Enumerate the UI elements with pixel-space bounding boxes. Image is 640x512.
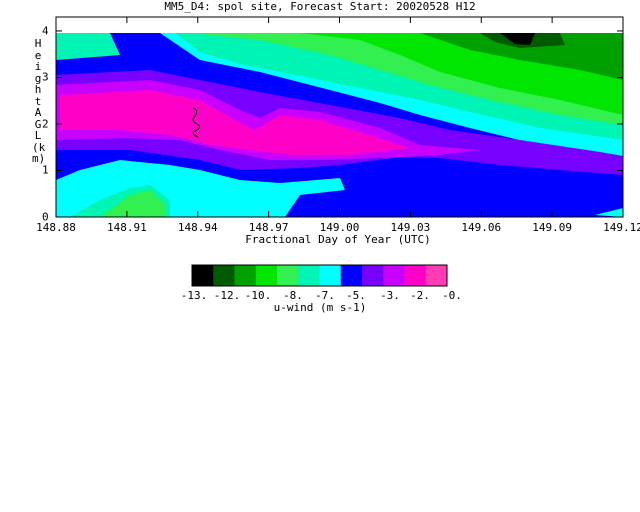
colorbar-title: u-wind (m s-1) (273, 301, 367, 314)
x-tick-label: 149.12 (603, 221, 640, 234)
y-tick-label: 0 (42, 210, 49, 224)
x-tick-label: 148.88 (36, 221, 76, 234)
colorbar-swatch (192, 265, 214, 286)
colorbar-label: -8. (283, 289, 303, 302)
colorbar (191, 264, 448, 287)
colorbar-label: -0. (442, 289, 462, 302)
band-cyan-br (595, 208, 623, 217)
x-tick-label: 149.00 (319, 221, 360, 234)
contour-line (192, 107, 201, 138)
band-darkgreen-upper (420, 33, 623, 80)
band-teal-left (56, 33, 120, 60)
colorbar-swatch (234, 265, 257, 286)
y-axis-label: Height AGL (km) (32, 37, 46, 165)
chart-title: MM5_D4: spol site, Forecast Start: 20020… (164, 0, 476, 13)
x-tick-label: 149.06 (461, 221, 502, 234)
colorbar-label: -10. (244, 289, 272, 302)
colorbar-label: -13. (180, 289, 208, 302)
colorbar-label: -12. (213, 289, 241, 302)
y-tick-label: 4 (42, 24, 49, 38)
colorbar-swatch (383, 265, 405, 286)
colorbar-label: -5. (346, 289, 366, 302)
colorbar-swatch (404, 265, 427, 286)
band-black-upper (500, 33, 535, 45)
colorbar-swatch (425, 265, 448, 286)
band-pink (60, 90, 410, 155)
colorbar-swatch (298, 265, 320, 286)
plot-area (55, 16, 624, 218)
x-tick-label: 149.09 (532, 221, 572, 234)
y-tick-label: 3 (42, 70, 49, 84)
x-tick-marks (55, 17, 624, 217)
colorbar-frame (191, 264, 448, 287)
y-tick-label: 1 (42, 163, 49, 177)
colorbar-swatch (340, 265, 363, 286)
colorbar-swatch (213, 265, 235, 286)
colorbar-label: -2. (410, 289, 430, 302)
y-tick-marks (56, 30, 623, 218)
colorbar-swatch (319, 265, 342, 286)
band-lightgreen-lower (100, 190, 165, 217)
x-axis-label: Fractional Day of Year (UTC) (245, 233, 431, 246)
colorbar-swatch (362, 265, 384, 286)
colorbar-label: -3. (380, 289, 400, 302)
colorbar-swatch (277, 265, 299, 286)
colorbar-swatch (255, 265, 278, 286)
x-tick-label: 148.97 (248, 221, 289, 234)
x-tick-label: 148.91 (107, 221, 147, 234)
x-tick-label: 148.94 (177, 221, 218, 234)
y-tick-label: 2 (42, 117, 49, 131)
colorbar-label: -7. (315, 289, 335, 302)
x-tick-label: 149.03 (390, 221, 431, 234)
